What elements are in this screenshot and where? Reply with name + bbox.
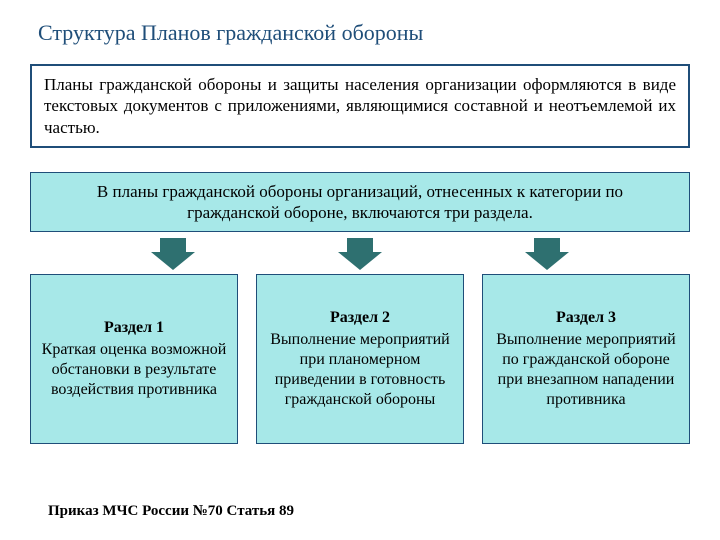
sections-row: Раздел 1 Краткая оценка возможной обстан… xyxy=(30,274,690,444)
intro-box: Планы гражданской обороны и защиты насел… xyxy=(30,64,690,148)
section-title: Раздел 3 xyxy=(491,308,681,328)
section-body: Краткая оценка возможной обстановки в ре… xyxy=(39,340,229,400)
arrow-down-icon xyxy=(525,238,569,270)
arrow-down-icon xyxy=(151,238,195,270)
section-box-3: Раздел 3 Выполнение мероприятий по гражд… xyxy=(482,274,690,444)
section-title: Раздел 2 xyxy=(265,308,455,328)
section-body: Выполнение мероприятий при планомерном п… xyxy=(265,330,455,410)
arrow-down-icon xyxy=(338,238,382,270)
footer-citation: Приказ МЧС России №70 Статья 89 xyxy=(48,503,294,520)
section-body: Выполнение мероприятий по гражданской об… xyxy=(491,330,681,410)
header-box: В планы гражданской обороны организаций,… xyxy=(30,172,690,233)
section-box-2: Раздел 2 Выполнение мероприятий при план… xyxy=(256,274,464,444)
page-title: Структура Планов гражданской обороны xyxy=(30,20,690,46)
arrows-row xyxy=(30,238,690,270)
section-box-1: Раздел 1 Краткая оценка возможной обстан… xyxy=(30,274,238,444)
section-title: Раздел 1 xyxy=(39,318,229,338)
